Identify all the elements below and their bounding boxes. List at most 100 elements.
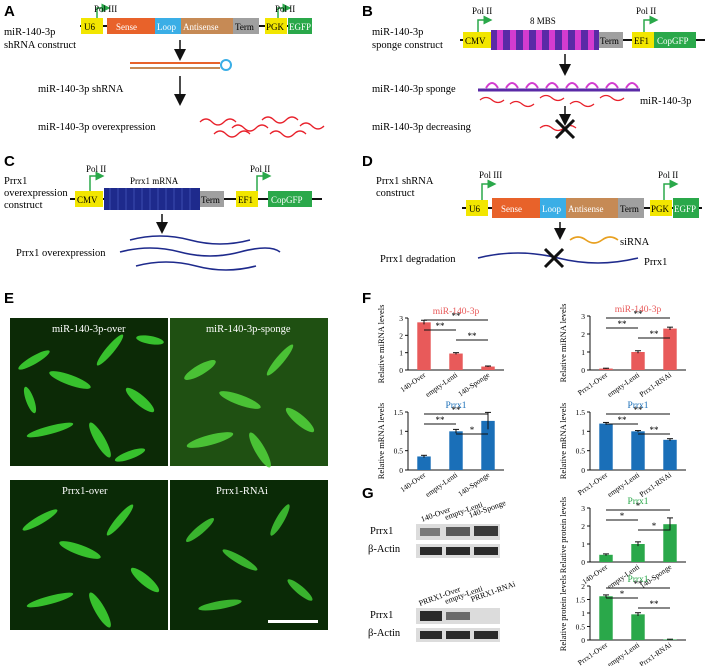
u6-promoter [466, 200, 488, 216]
term-segment [618, 198, 644, 218]
promoter-label: Pol II [275, 4, 295, 14]
seg-label: PGK [651, 204, 670, 214]
micrograph-1: miR-140-3p-over [10, 318, 168, 466]
bar-chart-2: 0 1 2 3 miR-140-3p Relative miRNA levels Prrx1… [558, 304, 686, 399]
panel-f: F [362, 290, 371, 307]
seg-label: U6 [84, 22, 95, 32]
chart-title: miR-140-3p [433, 307, 480, 317]
promoter-label: Pol II [636, 6, 656, 16]
seg-label: Term [235, 22, 254, 32]
seg-label: Antisense [568, 204, 604, 214]
blot-2: Prrx1 β-Actin PRRX1-Over empty-Lenti PRR… [368, 579, 517, 642]
mirna-label: miR-140-3p [640, 96, 691, 107]
seg-label: U6 [469, 204, 480, 214]
blot-band [420, 631, 442, 639]
mirna-squiggle [539, 124, 577, 132]
u6-promoter [81, 18, 103, 34]
seg-label: Antisense [183, 22, 219, 32]
promoter-arrow-icon [477, 15, 493, 32]
significance-label: ** [468, 331, 478, 341]
x-tick-label: Prrx1-RNAi [638, 470, 674, 499]
prrx1-mrna-segment [104, 188, 200, 210]
y-tick-label: 0 [399, 366, 403, 375]
sirna-strand [569, 236, 619, 244]
micrograph-label: Prrx1-RNAi [216, 486, 268, 497]
promoter-arrow-icon [89, 171, 105, 191]
mrna-waves [119, 235, 281, 271]
bar [663, 328, 677, 370]
panel-letter-g: G [362, 485, 374, 502]
degradation-label: Prrx1 degradation [380, 254, 456, 265]
micrograph-label: Prrx1-over [62, 486, 108, 497]
promoter-label: Pol II [472, 6, 492, 16]
blot-band [446, 612, 470, 620]
pgk-promoter [265, 18, 287, 34]
blot-lane-label: 140-Sponge [468, 498, 508, 520]
y-tick-label: 0 [581, 636, 585, 645]
y-tick-label: 0 [581, 366, 585, 375]
construct-label-c-line1: Prrx1 [4, 176, 27, 187]
significance-label: ** [634, 405, 644, 415]
egfp-segment [288, 18, 312, 34]
y-tick-label: 0.5 [576, 623, 586, 632]
mrna-label: Prrx1 mRNA [130, 176, 179, 186]
chart-title: Prrx1 [627, 401, 648, 411]
significance-label: ** [634, 309, 644, 319]
y-axis-label: Relative protein levels [558, 497, 568, 573]
y-tick-label: 2 [581, 330, 585, 339]
shrna-loop-icon [220, 59, 232, 71]
promoter-label: Pol III [479, 170, 502, 180]
micrograph-2: miR-140-3p-sponge [170, 318, 328, 468]
bar [631, 352, 645, 370]
antisense-segment [181, 18, 233, 34]
bar [599, 554, 613, 562]
mbs-repeats [491, 30, 599, 50]
y-tick-label: 1.5 [394, 408, 404, 417]
y-tick-label: 3 [581, 504, 585, 513]
bar [631, 614, 645, 640]
y-tick-label: 1 [581, 348, 585, 357]
y-tick-label: 1 [399, 427, 403, 436]
y-tick-label: 1 [581, 540, 585, 549]
x-tick-label: empty-Lenti [424, 470, 460, 499]
blot-band [446, 527, 470, 536]
blot-row-label: Prrx1 [370, 526, 393, 537]
significance-label: * [620, 589, 625, 599]
decrease-label: miR-140-3p decreasing [372, 122, 472, 133]
significance-label: ** [452, 311, 462, 321]
seg-label: EGFP [289, 22, 311, 32]
construct-label-a-line2: shRNA construct [4, 40, 76, 51]
overexpression-label: Prrx1 overexpression [16, 248, 106, 259]
blot-band [446, 547, 470, 555]
x-tick-label: Prrx1-RNAi [638, 370, 674, 399]
y-tick-label: 2 [581, 582, 585, 591]
bar [417, 322, 431, 370]
significance-label: ** [650, 329, 660, 339]
construct-label-b-line1: miR-140-3p [372, 27, 423, 38]
panel-e: E miR-140-3p-over [4, 290, 328, 630]
blot-band [420, 611, 442, 621]
micrograph-label: miR-140-3p-over [52, 324, 126, 335]
target-label: Prrx1 [644, 257, 667, 268]
micrograph-3: Prrx1-over [10, 480, 168, 630]
x-tick-label: empty-Lenti [606, 470, 642, 499]
panel-b: B miR-140-3p sponge construct CMV 8 MBS … [362, 3, 705, 140]
bar [599, 423, 613, 470]
panel-d: D Prrx1 shRNA construct U6 Sense Loop An… [362, 153, 702, 269]
y-tick-label: 2 [581, 522, 585, 531]
bar [599, 368, 613, 370]
chart-title: Prrx1 [627, 575, 648, 585]
seg-label: CMV [465, 36, 486, 46]
y-axis-label: Relative miRNA levels [376, 305, 386, 384]
significance-label: ** [634, 579, 644, 589]
significance-label: * [652, 521, 657, 531]
bar [449, 353, 463, 370]
x-tick-label: Prrx1-RNAi [638, 640, 674, 666]
bar [417, 456, 431, 470]
blot-row-label: β-Actin [368, 544, 401, 555]
significance-label: * [636, 501, 641, 511]
blot-1: Prrx1 β-Actin 140-Over empty-Lenti 140-S… [368, 498, 507, 558]
